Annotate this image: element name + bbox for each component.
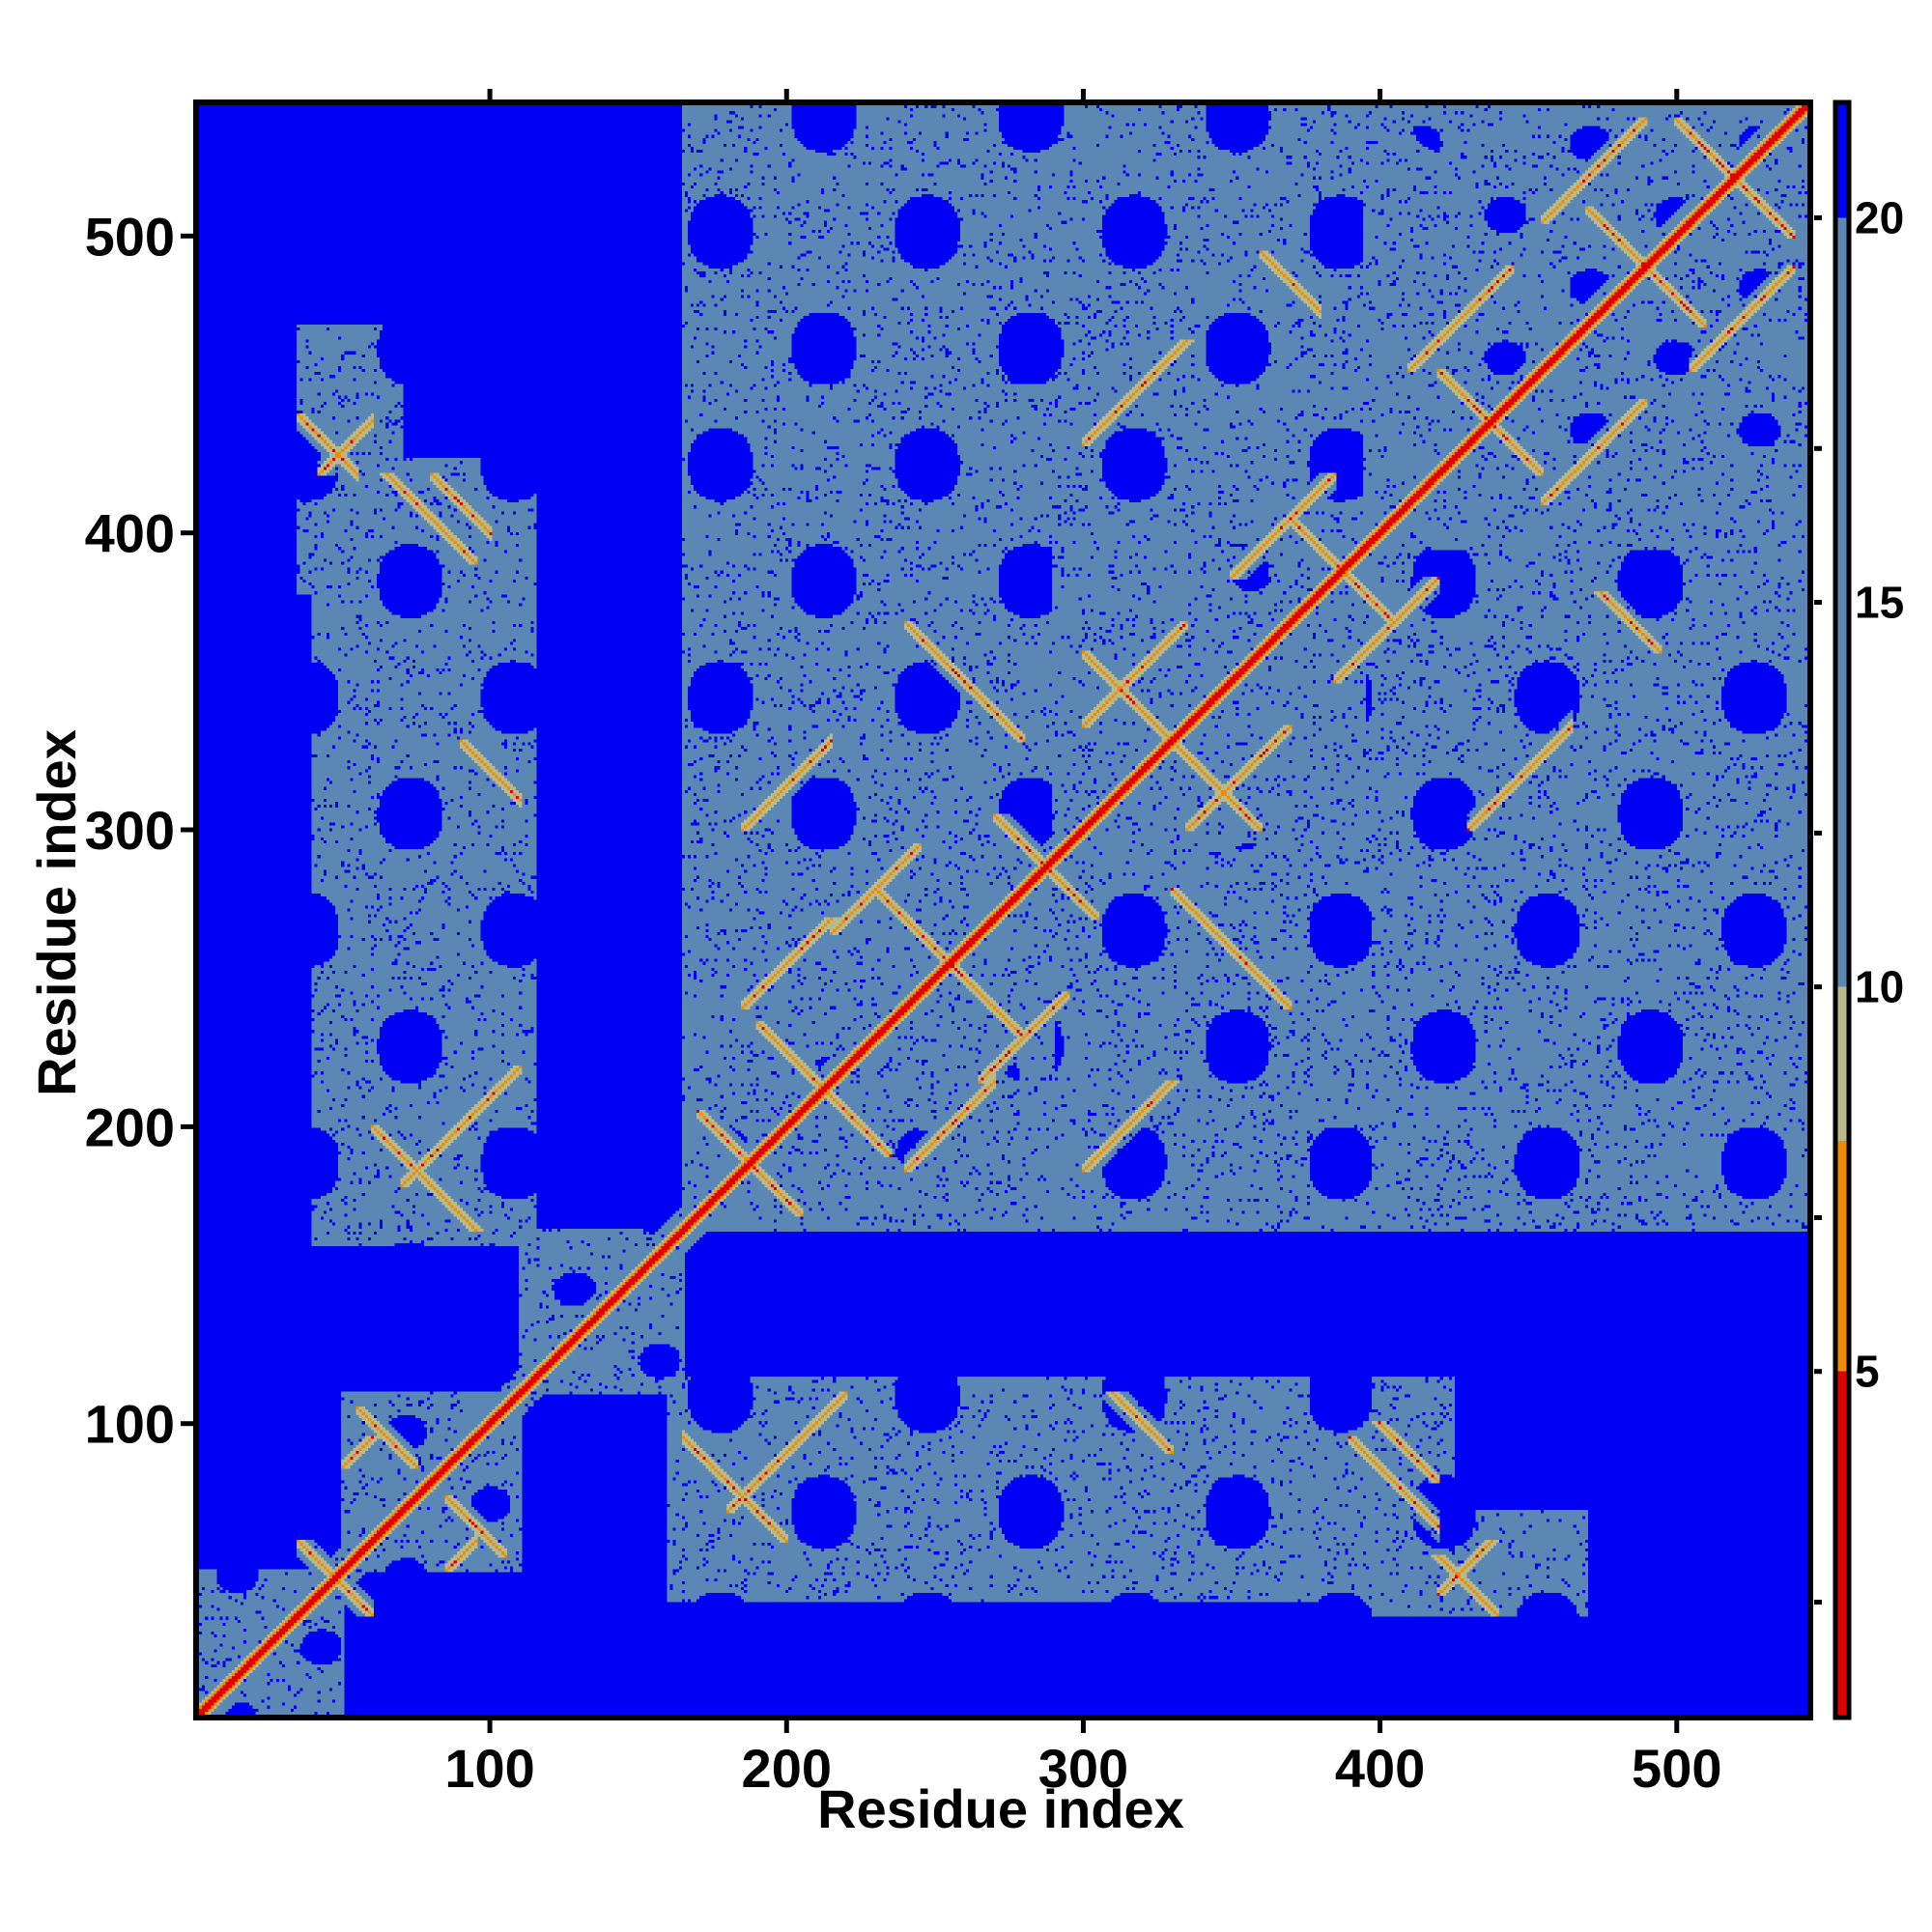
y-axis-title: Residue index	[26, 729, 87, 1096]
heatmap-image	[196, 102, 1810, 1718]
x-tick-label: 100	[444, 1738, 534, 1799]
top-axis-ticks	[487, 89, 1680, 102]
colorbar-tick-label: 20	[1855, 192, 1904, 242]
colorbar-tick-label: 5	[1855, 1347, 1880, 1397]
x-tick-label: 200	[742, 1738, 832, 1799]
y-tick-label: 400	[85, 503, 175, 564]
x-tick-label: 500	[1632, 1738, 1721, 1799]
x-tick-label: 400	[1335, 1738, 1425, 1799]
colorbar-frame	[1833, 99, 1852, 1720]
heatmap	[196, 102, 1810, 1718]
y-tick-label: 300	[85, 800, 175, 861]
x-tick-label: 300	[1038, 1738, 1128, 1799]
colorbar-tick-label: 10	[1855, 962, 1904, 1012]
y-tick-label: 500	[85, 206, 175, 267]
y-tick-label: 200	[85, 1096, 175, 1157]
x-axis-title: Residue index	[817, 1778, 1184, 1839]
y-axis: 100 200 300 400 500	[85, 206, 196, 1455]
colorbar: 5 10 15 20	[1814, 99, 1904, 1720]
plot-frame	[193, 99, 1813, 1720]
colorbar-tick-label: 15	[1855, 578, 1904, 628]
colorbar-scale	[1835, 102, 1849, 1718]
x-axis: 100 200 300 400 500	[444, 1718, 1721, 1799]
colorbar-ticks: 5 10 15 20	[1814, 192, 1904, 1605]
y-tick-label: 100	[85, 1394, 175, 1455]
